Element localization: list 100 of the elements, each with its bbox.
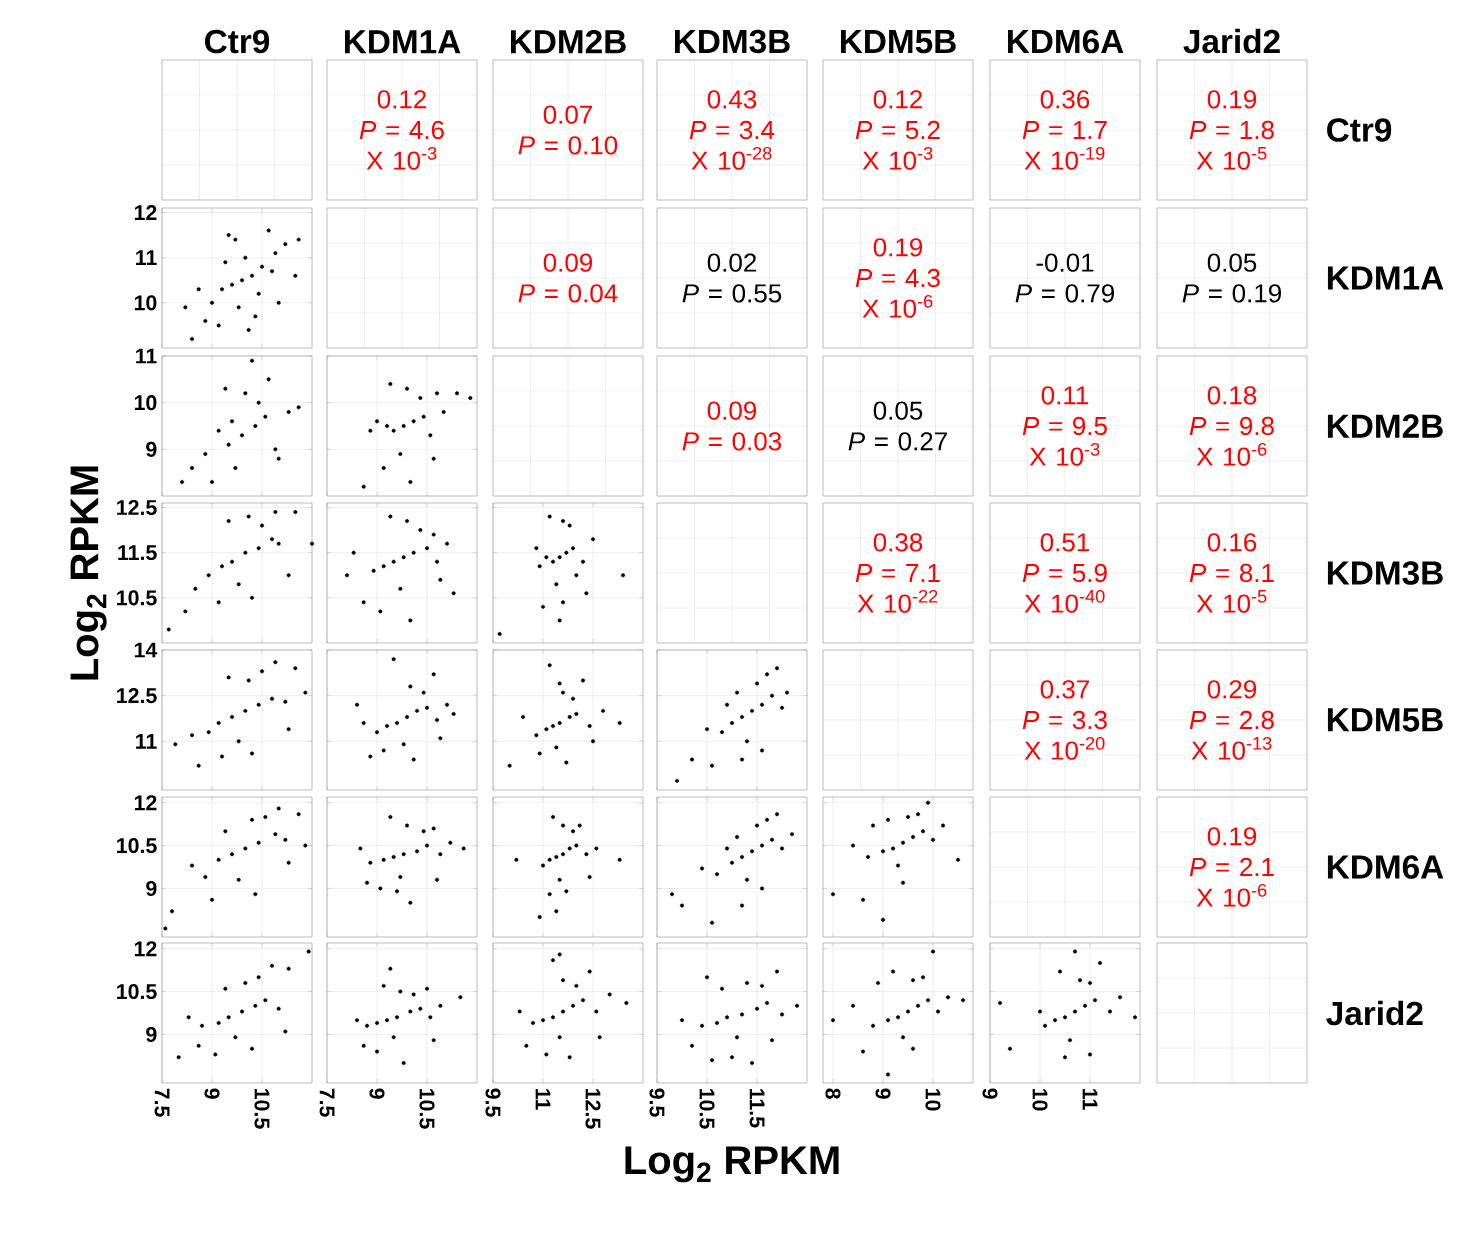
point xyxy=(534,546,539,551)
point xyxy=(293,273,298,278)
point xyxy=(256,546,261,551)
point xyxy=(375,730,380,735)
point xyxy=(745,981,750,985)
point xyxy=(425,546,430,551)
text: KDM6A xyxy=(1327,855,1444,879)
point xyxy=(435,559,440,564)
point xyxy=(226,675,231,680)
point xyxy=(916,812,921,817)
point xyxy=(361,484,366,489)
point xyxy=(226,233,231,238)
point xyxy=(594,1009,599,1014)
point xyxy=(173,742,178,747)
point xyxy=(831,1018,836,1023)
point xyxy=(236,877,241,882)
point xyxy=(273,447,278,452)
point xyxy=(750,1060,755,1065)
y-tick-label: 12 xyxy=(134,941,157,957)
point xyxy=(401,852,406,857)
point xyxy=(408,684,413,689)
y-tick-label: 12 xyxy=(134,795,157,811)
point xyxy=(240,278,245,283)
text: 0.19 xyxy=(1207,827,1257,846)
point xyxy=(253,1003,258,1008)
point xyxy=(541,1018,546,1023)
point xyxy=(190,336,195,341)
text: P = 4.3 X 10$^{-6}$ xyxy=(855,268,940,318)
point xyxy=(896,1015,901,1020)
point xyxy=(770,837,775,842)
point xyxy=(561,1009,566,1014)
point xyxy=(745,739,750,744)
point xyxy=(547,892,552,897)
point xyxy=(401,555,406,560)
point xyxy=(276,1006,281,1011)
point xyxy=(233,1035,238,1040)
point xyxy=(581,559,586,564)
point xyxy=(381,748,386,753)
point xyxy=(780,846,785,851)
point xyxy=(206,573,211,578)
text: 0.02 xyxy=(707,253,756,272)
point xyxy=(250,751,255,756)
y-tick-label: 9 xyxy=(146,1026,157,1042)
point xyxy=(176,1055,181,1060)
point xyxy=(561,690,566,695)
point xyxy=(551,958,556,963)
point xyxy=(183,609,188,614)
x-tick-label: 9 xyxy=(369,1088,385,1099)
point xyxy=(375,419,380,424)
point xyxy=(1063,1015,1068,1020)
point xyxy=(710,763,715,768)
text: KDM1A xyxy=(1327,266,1444,290)
point xyxy=(438,852,443,857)
point xyxy=(675,778,680,783)
point xyxy=(534,733,539,738)
point xyxy=(190,733,195,738)
point xyxy=(190,465,195,470)
point xyxy=(355,1018,360,1023)
point xyxy=(871,823,876,828)
point xyxy=(230,852,235,857)
point xyxy=(190,863,195,868)
point xyxy=(388,966,393,971)
y-tick-label: 12.5 xyxy=(117,688,157,704)
point xyxy=(831,892,836,897)
point xyxy=(230,714,235,719)
y-tick-label: 10 xyxy=(134,395,157,411)
point xyxy=(750,708,755,713)
point xyxy=(391,657,396,662)
point xyxy=(368,860,373,865)
y-axis-title: Log$_{2}$ RPKM xyxy=(70,466,107,680)
point xyxy=(455,391,460,396)
point xyxy=(216,721,221,726)
point xyxy=(587,969,592,974)
point xyxy=(906,1009,911,1014)
point xyxy=(388,514,393,519)
point xyxy=(233,237,238,242)
point xyxy=(243,391,248,396)
point xyxy=(273,832,278,837)
point xyxy=(361,721,366,726)
point xyxy=(210,897,215,902)
point xyxy=(223,986,228,991)
point xyxy=(395,889,400,894)
point xyxy=(216,1020,221,1025)
point xyxy=(395,1015,400,1020)
point xyxy=(250,595,255,600)
point xyxy=(1038,1009,1043,1014)
point xyxy=(571,829,576,834)
point xyxy=(881,917,886,922)
point xyxy=(371,568,376,573)
text: KDM3B xyxy=(1327,561,1443,585)
text: 0.09 xyxy=(707,401,757,420)
point xyxy=(557,952,562,957)
point xyxy=(567,846,572,851)
point xyxy=(567,714,572,719)
point xyxy=(720,730,725,735)
point xyxy=(206,730,211,735)
point xyxy=(296,237,301,242)
point xyxy=(286,573,291,578)
point xyxy=(1078,978,1083,983)
text: 0.09 xyxy=(543,253,593,272)
